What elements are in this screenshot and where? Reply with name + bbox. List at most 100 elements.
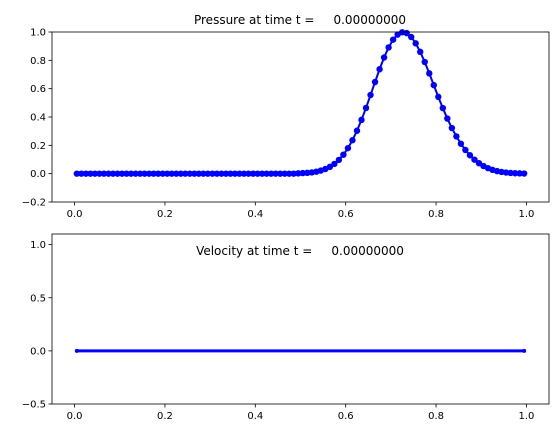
velocity-data-point	[522, 348, 527, 353]
pressure-data-point	[462, 146, 469, 154]
pressure-subplot: 0.0 0.2 0.4 0.6 0.8 1.0 −0.2 0.0 0.2 0.4 0.6 0.8 1.…	[22, 13, 550, 220]
velocity-y-tick-label: 0.5	[30, 293, 46, 304]
velocity-x-tick-label: 0.8	[428, 411, 444, 422]
pressure-data-point	[105, 170, 112, 177]
pressure-data-point	[349, 137, 356, 144]
pressure-data-point	[213, 170, 221, 177]
pressure-data-point	[245, 170, 252, 177]
pressure-data-point	[164, 170, 171, 177]
velocity-subplot: 0.0 0.2 0.4 0.6 0.8 1.0 −0.5 0.0 0.5 1.0 Velocit…	[22, 233, 550, 422]
pressure-y-tick-label: 1.0	[30, 28, 46, 39]
pressure-data-point	[114, 170, 121, 177]
pressure-data-point	[376, 66, 383, 73]
pressure-data-point	[136, 170, 144, 177]
pressure-data-point	[231, 170, 239, 177]
velocity-y-tick-label: −0.5	[22, 400, 46, 411]
pressure-data-point	[123, 170, 130, 177]
pressure-data-point	[218, 170, 225, 177]
velocity-plot-marks	[74, 348, 527, 353]
velocity-x-tick-label: 0.0	[67, 411, 83, 422]
pressure-data-point	[263, 170, 270, 177]
pressure-plot-marks	[73, 29, 528, 177]
pressure-data-point	[150, 170, 157, 177]
pressure-data-point	[299, 169, 306, 177]
pressure-data-point	[204, 170, 212, 177]
pressure-x-tick-label: 0.6	[338, 209, 354, 220]
pressure-data-point	[91, 170, 99, 177]
pressure-data-point	[154, 170, 162, 177]
pressure-data-point	[222, 170, 230, 177]
velocity-x-axis: 0.0 0.2 0.4 0.6 0.8 1.0	[67, 404, 534, 422]
pressure-data-point	[362, 104, 370, 112]
pressure-data-point	[385, 44, 392, 51]
pressure-data-point	[466, 152, 474, 159]
pressure-data-point	[227, 170, 234, 177]
velocity-chart-title: Velocity at time t = 0.00000000	[196, 244, 404, 258]
velocity-x-tick-label: 1.0	[518, 411, 534, 422]
pressure-data-point	[100, 170, 108, 177]
pressure-data-point	[87, 170, 94, 177]
pressure-data-point	[272, 170, 279, 177]
pressure-data-point	[141, 170, 148, 177]
pressure-x-tick-label: 1.0	[518, 209, 534, 220]
pressure-data-point	[177, 170, 184, 177]
pressure-data-point	[471, 156, 478, 163]
velocity-x-tick-label: 0.6	[338, 411, 354, 422]
pressure-x-tick-label: 0.4	[247, 209, 263, 220]
pressure-data-point	[249, 170, 257, 177]
pressure-data-point	[267, 170, 275, 177]
pressure-data-point	[444, 115, 451, 122]
pressure-data-point	[195, 170, 203, 177]
pressure-x-tick-label: 0.2	[157, 209, 173, 220]
pressure-data-point	[132, 170, 139, 177]
pressure-data-point	[367, 91, 374, 99]
pressure-data-point	[78, 170, 85, 177]
pressure-data-point	[96, 170, 103, 177]
velocity-axes-frame	[51, 233, 550, 405]
pressure-chart-title: Pressure at time t = 0.00000000	[194, 13, 406, 27]
pressure-data-point	[412, 40, 419, 47]
pressure-data-point	[209, 170, 216, 177]
pressure-y-axis: −0.2 0.0 0.2 0.4 0.6 0.8 1.0	[22, 28, 52, 209]
velocity-y-tick-label: 0.0	[30, 346, 46, 357]
pressure-data-point	[435, 93, 442, 101]
pressure-data-point	[421, 58, 428, 66]
pressure-data-point	[326, 163, 334, 171]
pressure-data-point	[516, 170, 523, 177]
pressure-data-point	[168, 170, 175, 177]
pressure-data-point	[73, 170, 81, 177]
pressure-data-point	[182, 170, 189, 177]
pressure-data-point	[457, 140, 465, 147]
pressure-data-point	[344, 144, 352, 152]
pressure-data-point	[159, 170, 166, 177]
pressure-data-point	[200, 170, 207, 177]
pressure-data-point	[145, 170, 153, 177]
velocity-y-tick-label: 1.0	[30, 240, 46, 251]
pressure-data-point	[426, 70, 433, 77]
pressure-y-tick-label: 0.2	[30, 141, 46, 152]
pressure-data-point	[511, 170, 519, 177]
pressure-data-point	[286, 170, 293, 177]
pressure-data-point	[389, 36, 397, 43]
velocity-x-tick-label: 0.2	[157, 411, 173, 422]
pressure-data-point	[127, 170, 135, 177]
pressure-data-point	[236, 170, 243, 177]
velocity-x-tick-label: 0.4	[247, 411, 263, 422]
pressure-data-point	[258, 170, 266, 177]
pressure-data-point	[118, 170, 126, 177]
pressure-y-tick-label: −0.2	[22, 198, 46, 209]
pressure-data-point	[331, 160, 338, 168]
pressure-data-point	[453, 133, 460, 140]
pressure-y-tick-label: 0.0	[30, 169, 46, 180]
pressure-data-point	[520, 170, 528, 177]
pressure-y-tick-label: 0.4	[30, 113, 46, 124]
pressure-data-point	[358, 116, 365, 124]
pressure-data-point	[403, 29, 410, 37]
pressure-y-tick-label: 0.6	[30, 84, 46, 95]
pressure-data-point	[276, 170, 284, 177]
pressure-x-tick-label: 0.0	[67, 209, 83, 220]
pressure-data-point	[340, 151, 347, 158]
pressure-data-point	[353, 127, 361, 134]
pressure-data-point	[335, 156, 343, 164]
